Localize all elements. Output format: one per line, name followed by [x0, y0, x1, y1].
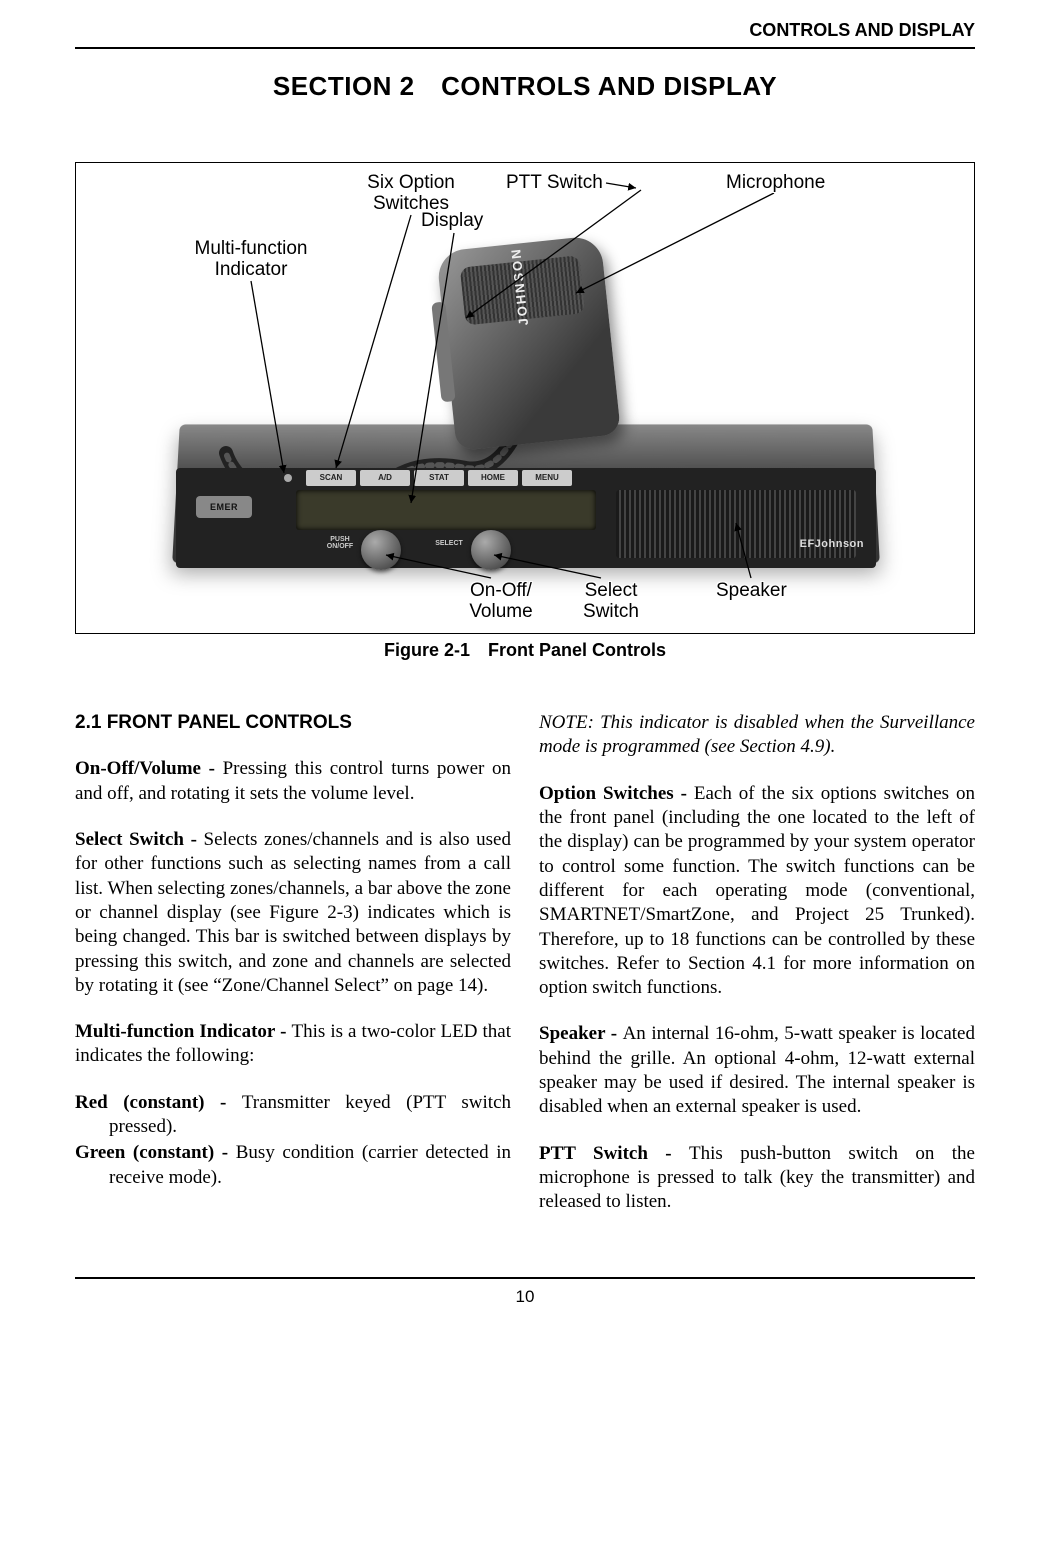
- section-title: SECTION 2 CONTROLS AND DISPLAY: [75, 71, 975, 102]
- para-multi: Multi-function Indicator - This is a two…: [75, 1020, 511, 1069]
- body-columns: 2.1 FRONT PANEL CONTROLS On-Off/Volume -…: [75, 711, 975, 1237]
- callout-microphone: Microphone: [726, 173, 825, 194]
- label-option: Option Switches -: [539, 783, 694, 804]
- select-knob: [471, 530, 511, 570]
- callout-onoffvol: On-Off/ Volume: [461, 581, 541, 623]
- item-red: Red (constant) - Transmitter keyed (PTT …: [75, 1091, 511, 1140]
- figure-box: EMER SCAN A/D STAT HOME MENU PUSH ON/OFF…: [75, 162, 975, 634]
- subsection-heading: 2.1 FRONT PANEL CONTROLS: [75, 711, 511, 735]
- volume-knob-label: PUSH ON/OFF: [322, 536, 358, 550]
- callout-six-option: Six Option Switches: [356, 173, 466, 215]
- label-ptt: PTT Switch -: [539, 1143, 689, 1164]
- lcd-display: [296, 490, 596, 530]
- callout-ptt: PTT Switch: [506, 173, 603, 194]
- para-select: Select Switch - Selects zones/channels a…: [75, 828, 511, 998]
- callout-select: Select Switch: [576, 581, 646, 623]
- item-green: Green (constant) - Busy condition (carri…: [75, 1141, 511, 1190]
- label-multi: Multi-function Indicator -: [75, 1021, 291, 1042]
- opt-btn-ad: A/D: [360, 470, 410, 486]
- ptt-button: [431, 301, 455, 402]
- running-header: CONTROLS AND DISPLAY: [75, 20, 975, 49]
- led-indicator: [284, 474, 292, 482]
- volume-knob: [361, 530, 401, 570]
- para-ptt: PTT Switch - This push-button switch on …: [539, 1142, 975, 1215]
- callout-speaker: Speaker: [716, 581, 787, 602]
- para-speaker: Speaker - An internal 16-ohm, 5-watt spe…: [539, 1022, 975, 1119]
- right-column: NOTE: This indicator is disabled when th…: [539, 711, 975, 1237]
- opt-btn-home: HOME: [468, 470, 518, 486]
- opt-btn-scan: SCAN: [306, 470, 356, 486]
- para-option: Option Switches - Each of the six option…: [539, 782, 975, 1001]
- label-onoff: On-Off/Volume -: [75, 758, 223, 779]
- label-select: Select Switch -: [75, 829, 204, 850]
- text-select: Selects zones/channels and is also used …: [75, 829, 511, 996]
- brand-label: EFJohnson: [800, 538, 864, 550]
- opt-btn-stat: STAT: [414, 470, 464, 486]
- page-number: 10: [75, 1277, 975, 1307]
- label-green: Green (constant) -: [75, 1142, 236, 1163]
- microphone-body: JOHNSON: [436, 235, 621, 451]
- figure-caption: Figure 2-1 Front Panel Controls: [75, 640, 975, 661]
- text-option: Each of the six options switches on the …: [539, 783, 975, 999]
- para-onoff: On-Off/Volume - Pressing this control tu…: [75, 757, 511, 806]
- para-note: NOTE: This indicator is disabled when th…: [539, 711, 975, 760]
- label-red: Red (constant) -: [75, 1092, 242, 1113]
- opt-btn-menu: MENU: [522, 470, 572, 486]
- callout-multifunction: Multi-function Indicator: [186, 239, 316, 281]
- select-knob-label: SELECT: [429, 540, 469, 547]
- callout-display: Display: [421, 211, 483, 232]
- label-speaker: Speaker -: [539, 1023, 623, 1044]
- radio-front-panel: EMER SCAN A/D STAT HOME MENU PUSH ON/OFF…: [176, 468, 876, 568]
- left-column: 2.1 FRONT PANEL CONTROLS On-Off/Volume -…: [75, 711, 511, 1237]
- emer-button: EMER: [196, 496, 252, 518]
